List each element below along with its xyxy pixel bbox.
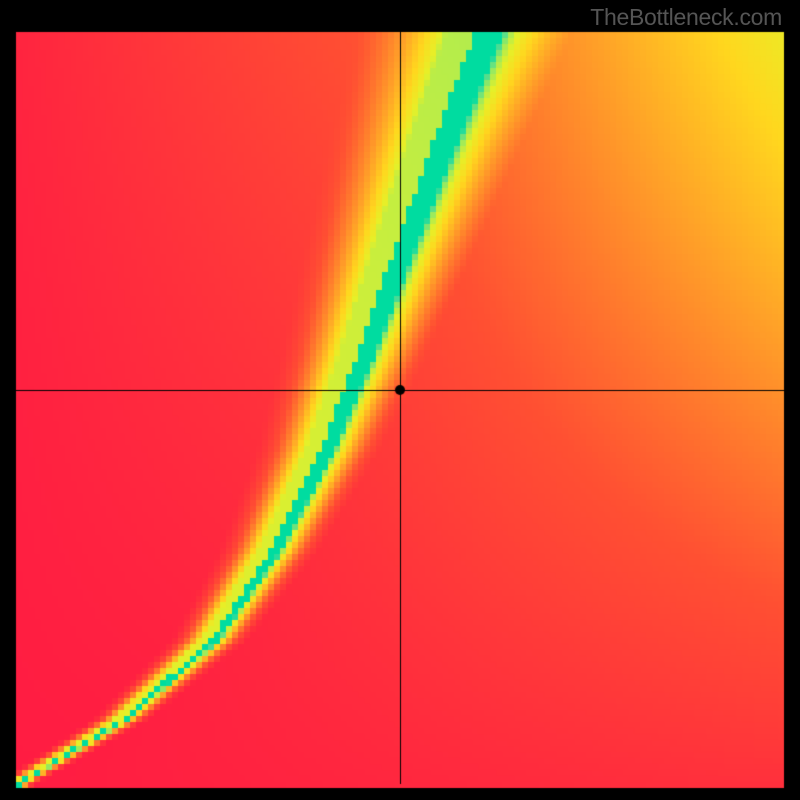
watermark-text: TheBottleneck.com — [590, 4, 782, 31]
bottleneck-heatmap — [0, 0, 800, 800]
